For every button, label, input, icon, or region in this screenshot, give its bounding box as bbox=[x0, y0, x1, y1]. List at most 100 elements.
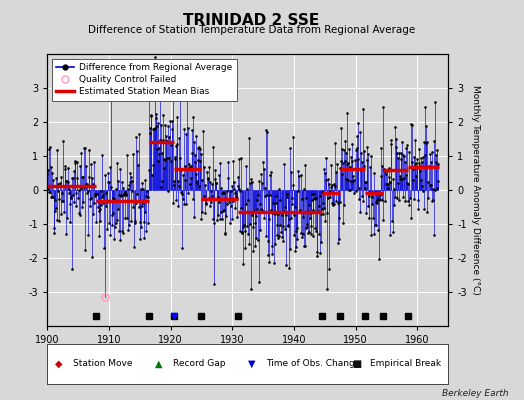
Point bbox=[68, 266, 77, 272]
Point bbox=[99, 191, 107, 198]
Point bbox=[203, 168, 211, 175]
Point bbox=[136, 236, 144, 242]
Point bbox=[408, 166, 417, 172]
Point bbox=[147, 112, 155, 118]
Point bbox=[193, 180, 201, 186]
Point bbox=[154, 120, 162, 126]
Point bbox=[188, 127, 196, 133]
Point bbox=[113, 206, 122, 212]
Point bbox=[172, 143, 180, 150]
Point bbox=[378, 197, 386, 203]
Point bbox=[278, 222, 287, 229]
Point bbox=[390, 194, 399, 201]
Point bbox=[381, 171, 390, 177]
Point bbox=[123, 152, 132, 158]
Point bbox=[425, 163, 433, 170]
Point bbox=[288, 195, 296, 201]
Point bbox=[396, 176, 405, 183]
Point bbox=[64, 186, 73, 192]
Point bbox=[144, 219, 152, 226]
Point bbox=[67, 194, 75, 200]
Point bbox=[423, 139, 431, 145]
Point bbox=[397, 156, 406, 163]
Point bbox=[116, 237, 124, 244]
Point bbox=[416, 168, 424, 174]
Point bbox=[82, 180, 91, 187]
Point bbox=[230, 186, 238, 192]
Point bbox=[392, 136, 400, 142]
Point bbox=[325, 188, 334, 194]
Point bbox=[182, 201, 191, 207]
Point bbox=[176, 96, 184, 103]
Point bbox=[398, 176, 406, 182]
Point bbox=[141, 177, 149, 183]
Point bbox=[378, 217, 387, 224]
Point bbox=[248, 178, 256, 185]
Point bbox=[433, 146, 441, 153]
Point bbox=[304, 229, 313, 236]
Point bbox=[363, 157, 372, 164]
Point bbox=[214, 212, 223, 218]
Point bbox=[262, 232, 270, 239]
Point bbox=[135, 131, 144, 138]
Point bbox=[165, 134, 173, 140]
Point bbox=[204, 175, 212, 182]
Point bbox=[207, 198, 215, 205]
Point bbox=[280, 226, 289, 232]
Point bbox=[155, 144, 163, 151]
Point bbox=[174, 178, 182, 184]
Point bbox=[319, 211, 327, 218]
Point bbox=[103, 226, 112, 233]
Point bbox=[361, 185, 369, 191]
Point bbox=[250, 220, 259, 226]
Point bbox=[385, 173, 394, 180]
Point bbox=[134, 197, 142, 204]
Point bbox=[228, 158, 237, 164]
Point bbox=[228, 182, 236, 189]
Point bbox=[143, 188, 151, 195]
Point bbox=[292, 244, 301, 250]
Point bbox=[271, 241, 279, 247]
Point bbox=[431, 152, 440, 158]
Point bbox=[377, 145, 386, 151]
Point bbox=[309, 233, 317, 239]
Point bbox=[193, 145, 202, 151]
Point bbox=[366, 164, 375, 170]
Point bbox=[121, 189, 129, 196]
Point bbox=[164, 188, 172, 194]
Point bbox=[401, 198, 410, 204]
Point bbox=[112, 160, 121, 166]
Point bbox=[244, 197, 252, 203]
Point bbox=[78, 203, 86, 210]
Point bbox=[333, 200, 342, 206]
Point bbox=[142, 228, 150, 234]
Point bbox=[48, 194, 57, 200]
Point bbox=[114, 228, 123, 234]
Point bbox=[350, 172, 358, 179]
Point bbox=[246, 220, 254, 227]
Point bbox=[361, 178, 369, 185]
Point bbox=[132, 134, 140, 140]
Point bbox=[329, 201, 337, 207]
Point bbox=[144, 194, 152, 200]
Point bbox=[373, 200, 381, 206]
Point bbox=[431, 99, 439, 106]
Point bbox=[72, 190, 81, 197]
Point bbox=[98, 194, 106, 200]
Point bbox=[366, 189, 374, 195]
Point bbox=[200, 164, 209, 170]
Point bbox=[421, 152, 429, 158]
Point bbox=[202, 200, 210, 207]
Text: Time of Obs. Change: Time of Obs. Change bbox=[266, 360, 360, 368]
Point bbox=[285, 216, 293, 222]
Point bbox=[418, 159, 427, 165]
Point bbox=[112, 220, 120, 226]
Point bbox=[218, 189, 226, 196]
Point bbox=[357, 159, 366, 165]
Point bbox=[138, 186, 147, 192]
Point bbox=[369, 215, 377, 221]
Point bbox=[410, 196, 418, 202]
Point bbox=[253, 196, 261, 203]
Point bbox=[409, 154, 418, 160]
Point bbox=[166, 158, 174, 164]
